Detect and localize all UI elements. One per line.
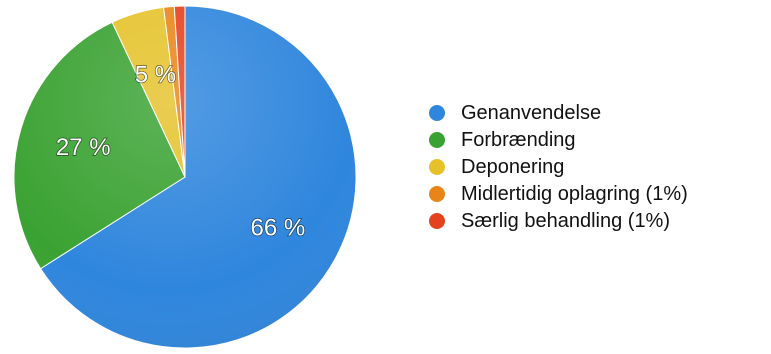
legend: Genanvendelse Forbrænding Deponering Midler… (429, 102, 688, 232)
legend-swatch-forbraending (429, 132, 445, 148)
legend-swatch-saerlig-behandling-1 (429, 213, 445, 229)
legend-item-saerlig-behandling-1: Særlig behandling (1%) (429, 210, 670, 232)
legend-label-genanvendelse: Genanvendelse (461, 102, 601, 124)
legend-label-saerlig-behandling-1: Særlig behandling (1%) (461, 210, 670, 232)
legend-item-midlertidig-oplagring-1: Midlertidig oplagring (1%) (429, 183, 688, 205)
legend-label-deponering: Deponering (461, 156, 564, 178)
pie-labels: 66 % 27 % 5 % (55, 61, 306, 242)
legend-swatch-deponering (429, 159, 445, 175)
legend-swatch-midlertidig-oplagring-1 (429, 186, 445, 202)
legend-item-genanvendelse: Genanvendelse (429, 102, 601, 124)
legend-label-forbraending: Forbrænding (461, 129, 576, 151)
legend-item-forbraending: Forbrænding (429, 129, 576, 151)
pie-slices (13, 5, 357, 349)
legend-label-midlertidig-oplagring-1: Midlertidig oplagring (1%) (461, 183, 688, 205)
legend-swatch-genanvendelse (429, 105, 445, 121)
pie-label-genanvendelse: 66 % (251, 215, 306, 242)
pie-label-deponering: 5 % (135, 62, 176, 89)
legend-item-deponering: Deponering (429, 156, 564, 178)
pie-label-forbraending: 27 % (56, 134, 111, 161)
